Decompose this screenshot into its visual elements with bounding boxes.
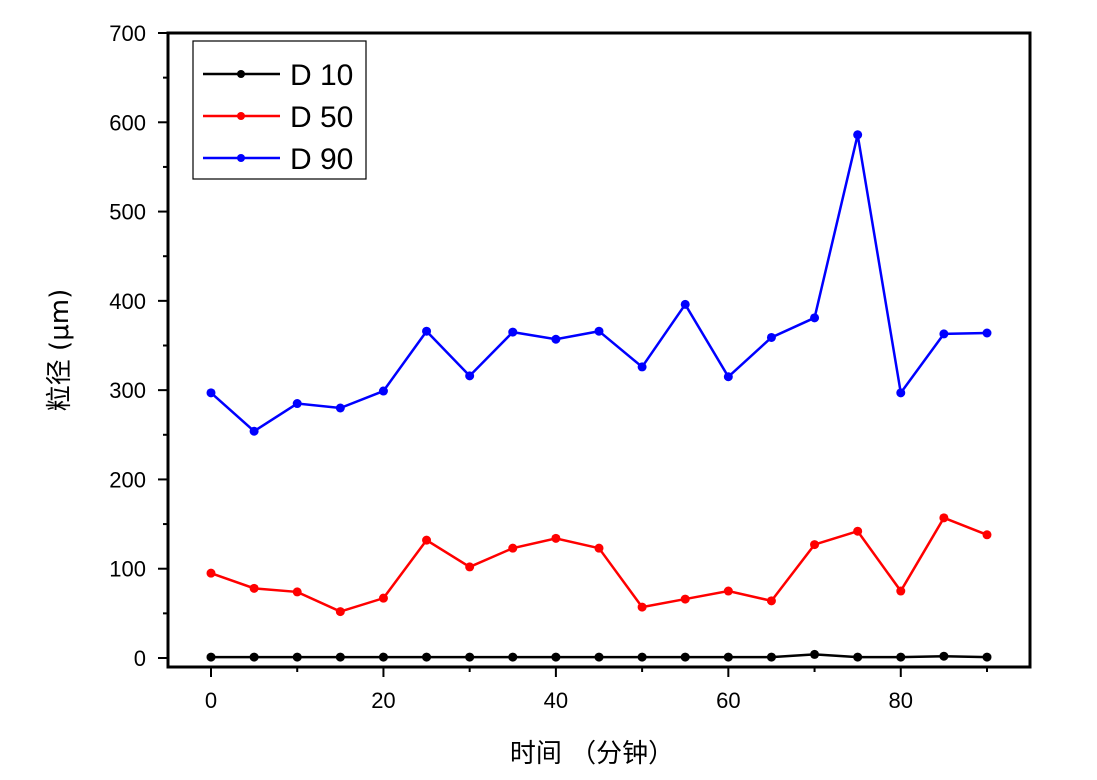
- legend-label: D 10: [290, 59, 353, 92]
- data-point: [508, 543, 518, 553]
- x-tick-label: 40: [544, 688, 568, 713]
- data-point: [810, 540, 820, 550]
- y-tick-label: 300: [109, 378, 146, 403]
- data-point: [982, 652, 992, 662]
- data-point: [723, 652, 733, 662]
- data-point: [206, 652, 216, 662]
- y-axis-title: 粒径 (μm): [45, 289, 75, 411]
- data-point: [896, 388, 906, 398]
- y-tick-label: 0: [134, 646, 146, 671]
- legend-marker-icon: [237, 112, 245, 120]
- data-point: [206, 568, 216, 578]
- legend-marker-icon: [237, 70, 245, 78]
- data-point: [939, 329, 949, 339]
- data-point: [939, 651, 949, 661]
- data-point: [637, 652, 647, 662]
- x-tick-label: 60: [716, 688, 740, 713]
- data-point: [594, 326, 604, 336]
- data-point: [465, 371, 475, 381]
- y-axis: 0 100 200 300 400 500 600 700: [109, 21, 168, 671]
- data-point: [206, 388, 216, 398]
- data-point: [810, 649, 820, 659]
- legend-box: [192, 40, 367, 180]
- data-point: [422, 652, 432, 662]
- data-point: [766, 596, 776, 606]
- data-point: [939, 513, 949, 523]
- data-point: [292, 399, 302, 409]
- data-point: [422, 535, 432, 545]
- y-tick-label: 100: [109, 557, 146, 582]
- data-point: [465, 652, 475, 662]
- series-d90: [206, 130, 992, 436]
- x-tick-label: 80: [889, 688, 913, 713]
- data-point: [335, 607, 345, 617]
- data-point: [378, 652, 388, 662]
- legend-label: D 50: [290, 101, 353, 134]
- data-point: [249, 426, 259, 436]
- data-point: [853, 526, 863, 536]
- data-point: [551, 652, 561, 662]
- data-point: [249, 583, 259, 593]
- data-point: [680, 652, 690, 662]
- data-point: [292, 652, 302, 662]
- data-point: [896, 652, 906, 662]
- x-axis: 0 20 40 60 80: [205, 667, 988, 713]
- data-point: [766, 652, 776, 662]
- plot-frame: [166, 31, 1032, 669]
- data-point: [292, 587, 302, 597]
- x-tick-label: 20: [371, 688, 395, 713]
- data-point: [551, 533, 561, 543]
- data-point: [378, 386, 388, 396]
- data-point: [465, 562, 475, 572]
- data-point: [594, 543, 604, 553]
- data-point: [594, 652, 604, 662]
- data-point: [422, 326, 432, 336]
- data-point: [335, 652, 345, 662]
- data-point: [680, 299, 690, 309]
- y-tick-label: 500: [109, 200, 146, 225]
- y-tick-label: 200: [109, 467, 146, 492]
- y-tick-label: 600: [109, 110, 146, 135]
- x-axis-title: 时间 （分钟）: [510, 739, 674, 769]
- data-point: [766, 332, 776, 342]
- data-point: [723, 586, 733, 596]
- data-point: [378, 593, 388, 603]
- data-point: [853, 652, 863, 662]
- data-point: [853, 130, 863, 140]
- data-point: [982, 530, 992, 540]
- data-point: [637, 602, 647, 612]
- data-series: [206, 130, 992, 662]
- data-point: [508, 327, 518, 337]
- y-tick-label: 400: [109, 289, 146, 314]
- data-point: [551, 334, 561, 344]
- legend-label: D 90: [290, 143, 353, 176]
- x-tick-label: 0: [205, 688, 217, 713]
- data-point: [680, 594, 690, 604]
- y-tick-label: 700: [109, 21, 146, 46]
- legend-marker-icon: [237, 154, 245, 162]
- data-point: [249, 652, 259, 662]
- data-point: [810, 313, 820, 323]
- legend-item: D 50: [203, 101, 353, 134]
- data-point: [508, 652, 518, 662]
- data-point: [723, 372, 733, 382]
- data-point: [335, 403, 345, 413]
- data-point: [896, 586, 906, 596]
- legend-item: D 90: [203, 143, 353, 176]
- plot-border: [166, 31, 1032, 669]
- legend: D 10 D 50 D 90: [192, 40, 367, 180]
- data-point: [982, 328, 992, 338]
- series-d10: [206, 649, 992, 662]
- legend-item: D 10: [203, 59, 353, 92]
- data-point: [637, 362, 647, 372]
- series-d50: [206, 513, 992, 617]
- series-line: [210, 516, 988, 613]
